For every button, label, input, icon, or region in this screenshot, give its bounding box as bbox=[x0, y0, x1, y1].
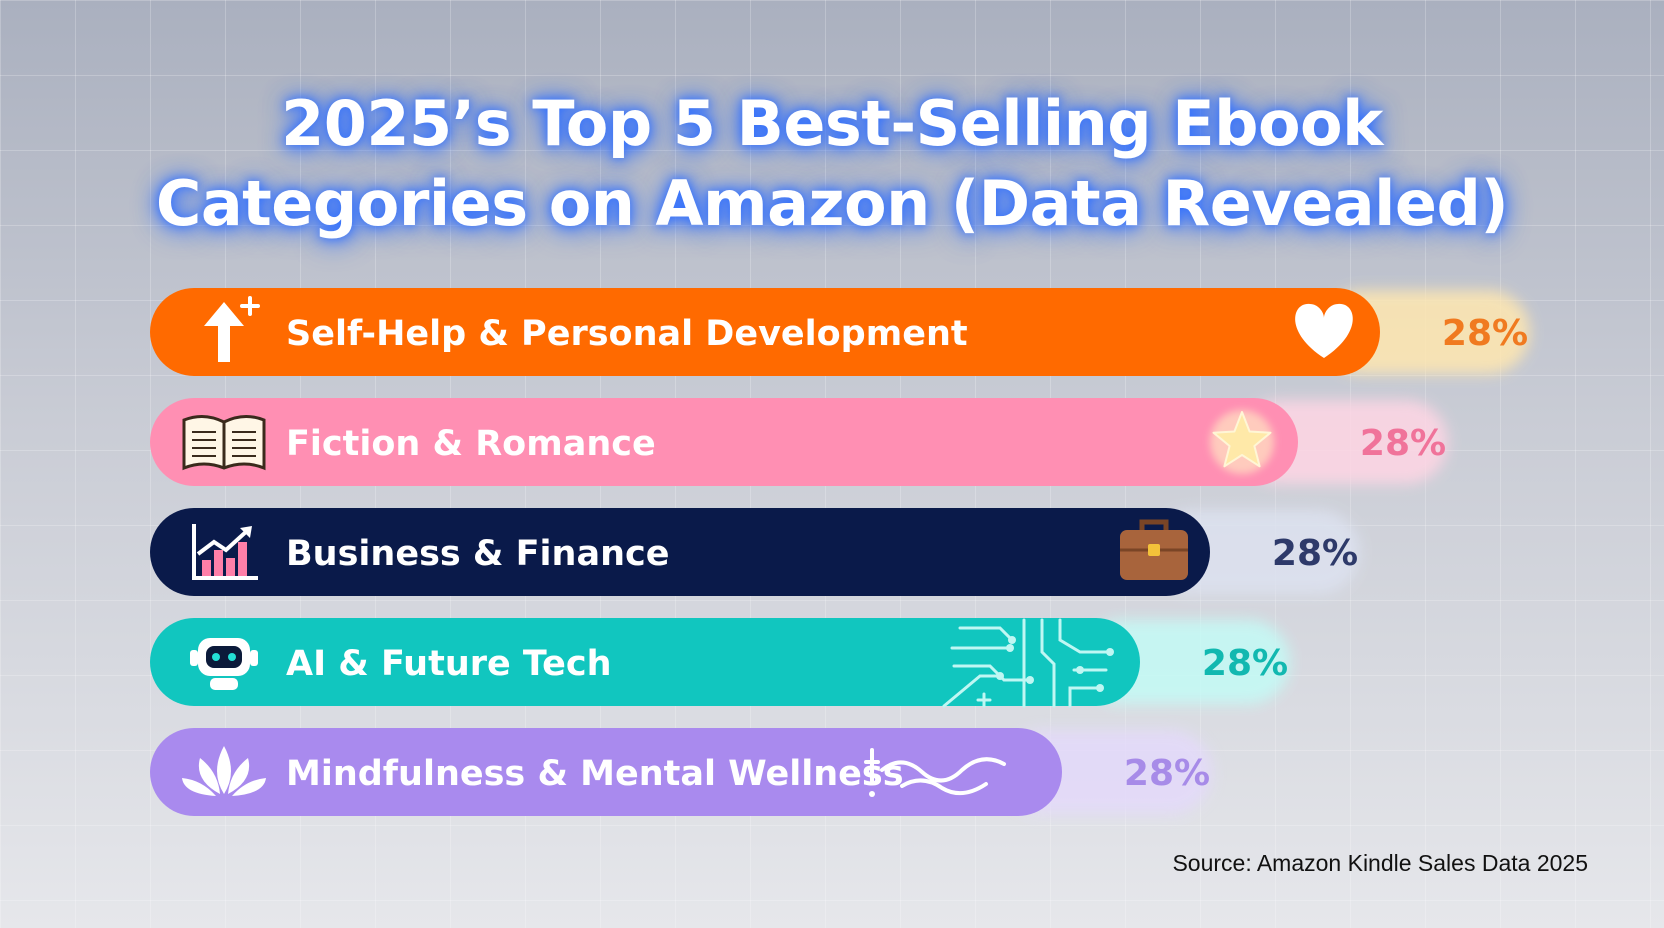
chart-title: 2025’s Top 5 Best-Selling Ebook Categori… bbox=[0, 84, 1664, 244]
bar-row-1: Self-Help & Personal Development 28% bbox=[150, 288, 1530, 376]
bar-row-5: Mindfulness & Mental Wellness 28% bbox=[150, 728, 1212, 816]
value-label-3: 28% bbox=[1272, 533, 1358, 574]
circuit-icon bbox=[942, 618, 1114, 708]
briefcase-icon bbox=[1120, 519, 1188, 580]
category-label-3: Business & Finance bbox=[286, 534, 669, 574]
category-label-4: AI & Future Tech bbox=[286, 644, 612, 684]
bar-2 bbox=[150, 398, 1298, 486]
bar-5 bbox=[150, 728, 1062, 816]
bar-row-2: Fiction & Romance 28% bbox=[150, 398, 1448, 486]
bar-4 bbox=[150, 618, 1140, 706]
bar-3 bbox=[150, 508, 1210, 596]
star-icon bbox=[1210, 410, 1274, 474]
value-label-5: 28% bbox=[1124, 753, 1210, 794]
growth-chart-icon bbox=[192, 524, 258, 580]
category-label-2: Fiction & Romance bbox=[286, 424, 656, 464]
heart-icon bbox=[1295, 303, 1353, 358]
lotus-icon bbox=[182, 746, 266, 796]
robot-icon bbox=[190, 638, 258, 690]
arrow-up-plus-icon bbox=[204, 296, 260, 362]
value-label-2: 28% bbox=[1360, 423, 1446, 464]
value-label-1: 28% bbox=[1442, 313, 1528, 354]
bar-row-4: AI & Future Tech 28% bbox=[150, 618, 1290, 708]
title-line-1: 2025’s Top 5 Best-Selling Ebook bbox=[281, 87, 1383, 160]
title-line-2: Categories on Amazon (Data Revealed) bbox=[155, 167, 1509, 240]
category-label-5: Mindfulness & Mental Wellness bbox=[286, 754, 904, 794]
value-label-4: 28% bbox=[1202, 643, 1288, 684]
bar-1 bbox=[150, 288, 1380, 376]
source-note: Source: Amazon Kindle Sales Data 2025 bbox=[1172, 850, 1588, 876]
open-book-icon bbox=[182, 415, 266, 471]
category-label-1: Self-Help & Personal Development bbox=[286, 314, 968, 354]
wave-icon bbox=[864, 748, 1006, 797]
bar-row-3: Business & Finance 28% bbox=[150, 508, 1360, 596]
